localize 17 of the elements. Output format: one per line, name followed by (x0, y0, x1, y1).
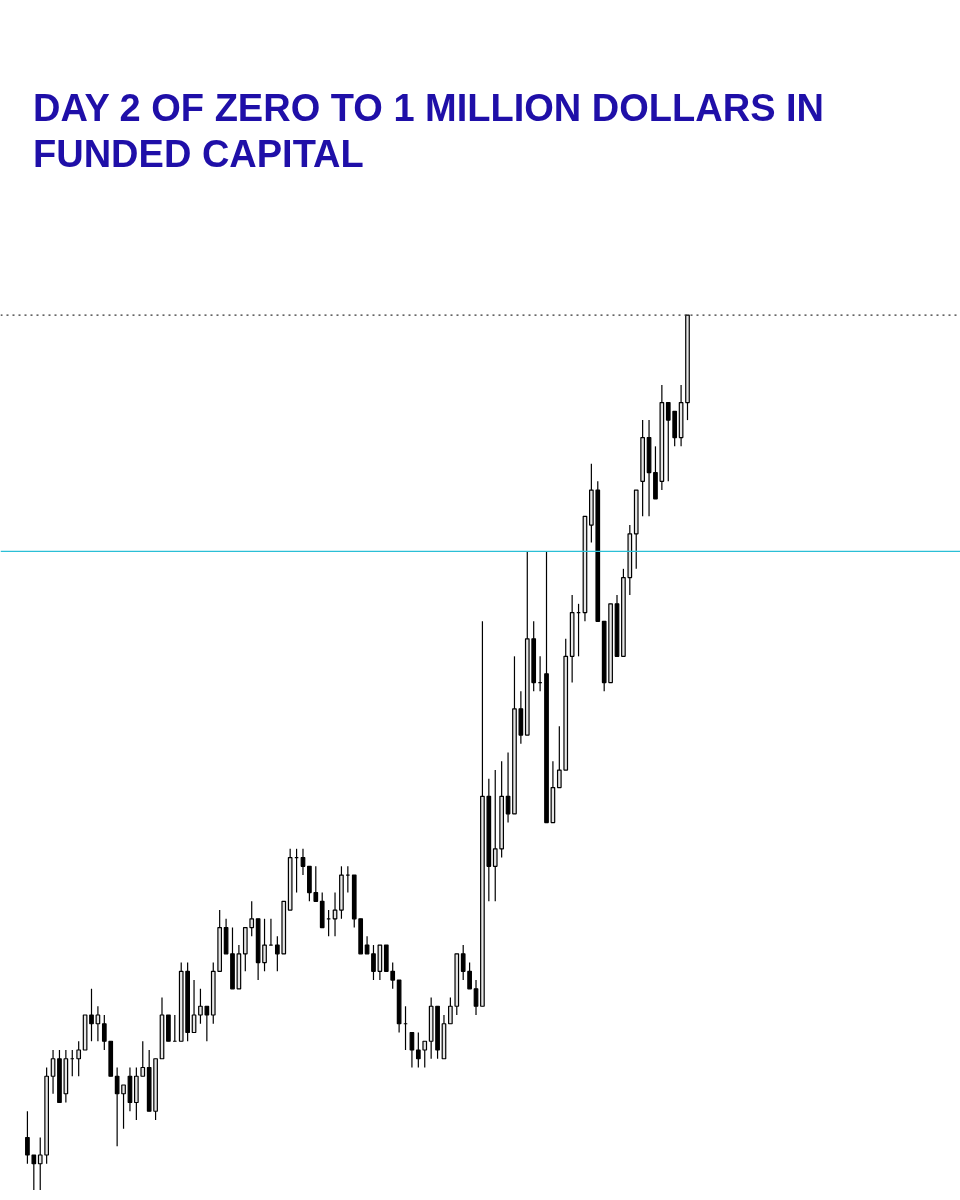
candlestick (140, 1040, 146, 1077)
candlestick (76, 1040, 82, 1077)
candlestick (448, 996, 453, 1025)
candlestick (345, 865, 351, 894)
candlestick (556, 725, 562, 789)
candlestick (31, 1154, 37, 1191)
candlestick (492, 769, 498, 902)
candlestick (422, 1040, 428, 1069)
candlestick (415, 1031, 421, 1069)
candlestick (37, 1136, 43, 1191)
candlestick (268, 918, 274, 946)
candlestick (467, 961, 472, 990)
candlestick (390, 961, 396, 990)
candlestick (460, 944, 466, 981)
chart-title: DAY 2 OF ZERO TO 1 MILLION DOLLARS IN FUNDED CAPITAL (33, 86, 826, 178)
candlestick (25, 1110, 30, 1165)
candlestick (101, 1014, 107, 1051)
